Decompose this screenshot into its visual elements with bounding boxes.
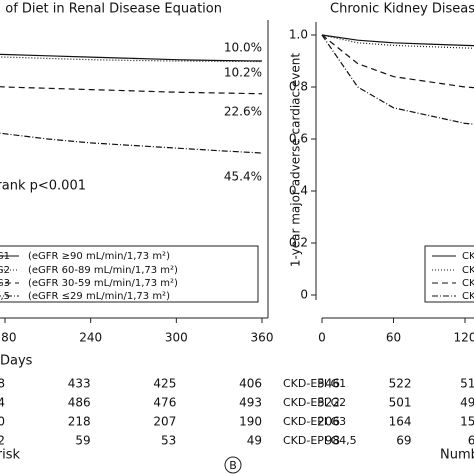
at-risk-count: 486 (68, 396, 91, 410)
at-risk-count: 98 (325, 434, 340, 448)
end-label: 45.4% (224, 170, 262, 184)
legend-text: (eGFR ≥90 mL/min/1,73 m²) (28, 251, 170, 262)
risk-row-label: CKD-EPI G3 (283, 415, 346, 428)
at-risk-count: 270 (0, 415, 5, 429)
at-risk-count: 433 (68, 377, 91, 391)
risk-title: Number at risk (0, 448, 20, 463)
at-risk-count: 496 (460, 396, 474, 410)
x-tick-label: 0 (318, 331, 326, 345)
end-label: 10.0% (224, 41, 262, 55)
at-risk-count: 159 (460, 415, 474, 429)
survival-curve (0, 56, 263, 63)
x-axis-label: Days (0, 354, 33, 369)
survival-curve (0, 86, 263, 95)
at-risk-count: 476 (153, 396, 176, 410)
risk-title: Number at risk (440, 448, 474, 463)
panel-label: B (229, 459, 237, 472)
legend-name: CKD-EPI G4,5 (462, 291, 474, 302)
legend-text: (eGFR ≤29 mL/min/1,73 m²) (28, 291, 170, 302)
y-tick-label: 0 (300, 288, 308, 302)
at-risk-count: 53 (161, 434, 176, 448)
survival-curve (321, 34, 474, 47)
legend-name: MDRD G2 (0, 265, 10, 276)
at-risk-count: 501 (389, 396, 412, 410)
panel-badge (224, 456, 242, 474)
x-tick-label: 120 (454, 331, 474, 345)
legend-text: (eGFR 30-59 mL/min/1,73 m²) (28, 278, 178, 289)
at-risk-count: 511 (460, 377, 474, 391)
risk-row-label: CKD-EPI G4,5 (283, 434, 357, 447)
right-legend-box (424, 245, 474, 303)
legend-text: (eGFR 60-89 mL/min/1,73 m²) (28, 265, 178, 276)
at-risk-count: 207 (153, 415, 176, 429)
at-risk-count: 164 (389, 415, 412, 429)
at-risk-count: 49 (247, 434, 262, 448)
y-tick-label: 0.4 (289, 184, 308, 198)
survival-curve (0, 132, 263, 154)
x-tick-label: 60 (386, 331, 401, 345)
at-risk-count: 494 (0, 396, 5, 410)
at-risk-count: 69 (396, 434, 411, 448)
legend-name: MDRD G4,5 (0, 291, 10, 302)
y-tick-label: 0.6 (289, 132, 308, 146)
at-risk-count: 59 (75, 434, 90, 448)
at-risk-count: 493 (239, 396, 262, 410)
at-risk-count: 66 (468, 434, 474, 448)
at-risk-count: 190 (239, 415, 262, 429)
risk-row-label: CKD-EPI G1 (283, 377, 346, 390)
chart-title: Modification of Diet in Renal Disease Eq… (0, 2, 222, 17)
end-label: 10.2% (224, 66, 262, 80)
annotation: Log-rank p<0.001 (0, 179, 86, 194)
legend-name: MDRD G3 (0, 278, 10, 289)
risk-row-label: CKD-EPI G2 (283, 396, 346, 409)
survival-curve (321, 34, 474, 49)
chart-title: Chronic Kidney Disease Epidemiology Coll… (330, 2, 474, 17)
at-risk-count: 538 (0, 377, 5, 391)
x-tick-label: 240 (79, 331, 102, 345)
end-label: 22.6% (224, 105, 262, 119)
legend-name: CKD-EPI G3 (462, 278, 474, 289)
at-risk-count: 218 (68, 415, 91, 429)
legend-name: CKD-EPI G2 (462, 265, 474, 276)
y-tick-label: 0.2 (289, 236, 308, 250)
at-risk-count: 406 (239, 377, 262, 391)
at-risk-count: 522 (389, 377, 412, 391)
legend-name: MDRD G1 (0, 251, 10, 262)
x-tick-label: 360 (251, 331, 274, 345)
at-risk-count: 206 (317, 415, 340, 429)
x-tick-label: 300 (165, 331, 188, 345)
survival-curve (321, 34, 474, 125)
y-tick-label: 1.0 (289, 28, 308, 42)
at-risk-count: 546 (317, 377, 340, 391)
at-risk-count: 425 (153, 377, 176, 391)
survival-curve (321, 34, 474, 89)
survival-curve (0, 53, 263, 62)
at-risk-count: 522 (317, 396, 340, 410)
y-axis-label: 1-year major adverse cardiac event (289, 53, 303, 268)
y-tick-label: 0.8 (289, 80, 308, 94)
legend-name: CKD-EPI G1 (462, 251, 474, 262)
x-tick-label: 180 (0, 331, 16, 345)
at-risk-count: 62 (0, 434, 5, 448)
left-legend-box (0, 245, 259, 303)
